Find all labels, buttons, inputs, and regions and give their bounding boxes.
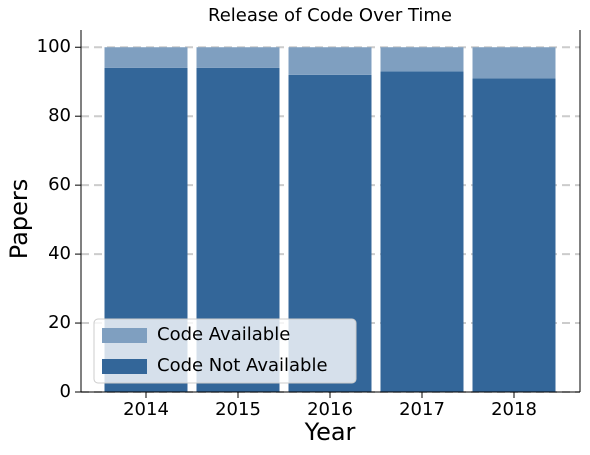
x-tick-label: 2014: [123, 399, 169, 420]
y-tick-label: 40: [48, 243, 71, 264]
y-tick-label: 60: [48, 174, 71, 195]
legend-box: [93, 318, 357, 384]
y-axis-label: Papers: [5, 179, 33, 259]
bar-segment: [288, 47, 372, 75]
y-tick-label: 0: [60, 381, 71, 402]
bar-segment: [196, 47, 280, 68]
legend-swatch: [102, 328, 147, 343]
bar-segment: [472, 47, 556, 79]
y-tick-label: 20: [48, 312, 71, 333]
legend-label: Code Not Available: [157, 355, 328, 376]
x-tick-label: 2016: [307, 399, 353, 420]
y-tick-label: 80: [48, 105, 71, 126]
bar-segment: [380, 71, 464, 392]
legend-swatch: [102, 359, 147, 374]
bar-segment: [104, 47, 188, 68]
x-axis-label: Year: [304, 418, 356, 446]
legend-label: Code Available: [157, 324, 290, 345]
y-tick-label: 100: [37, 36, 71, 57]
x-tick-label: 2015: [215, 399, 261, 420]
x-tick-label: 2017: [399, 399, 445, 420]
chart-title: Release of Code Over Time: [208, 5, 452, 26]
bar-segment: [472, 78, 556, 393]
x-tick-label: 2018: [491, 399, 537, 420]
bar-segment: [380, 47, 464, 72]
